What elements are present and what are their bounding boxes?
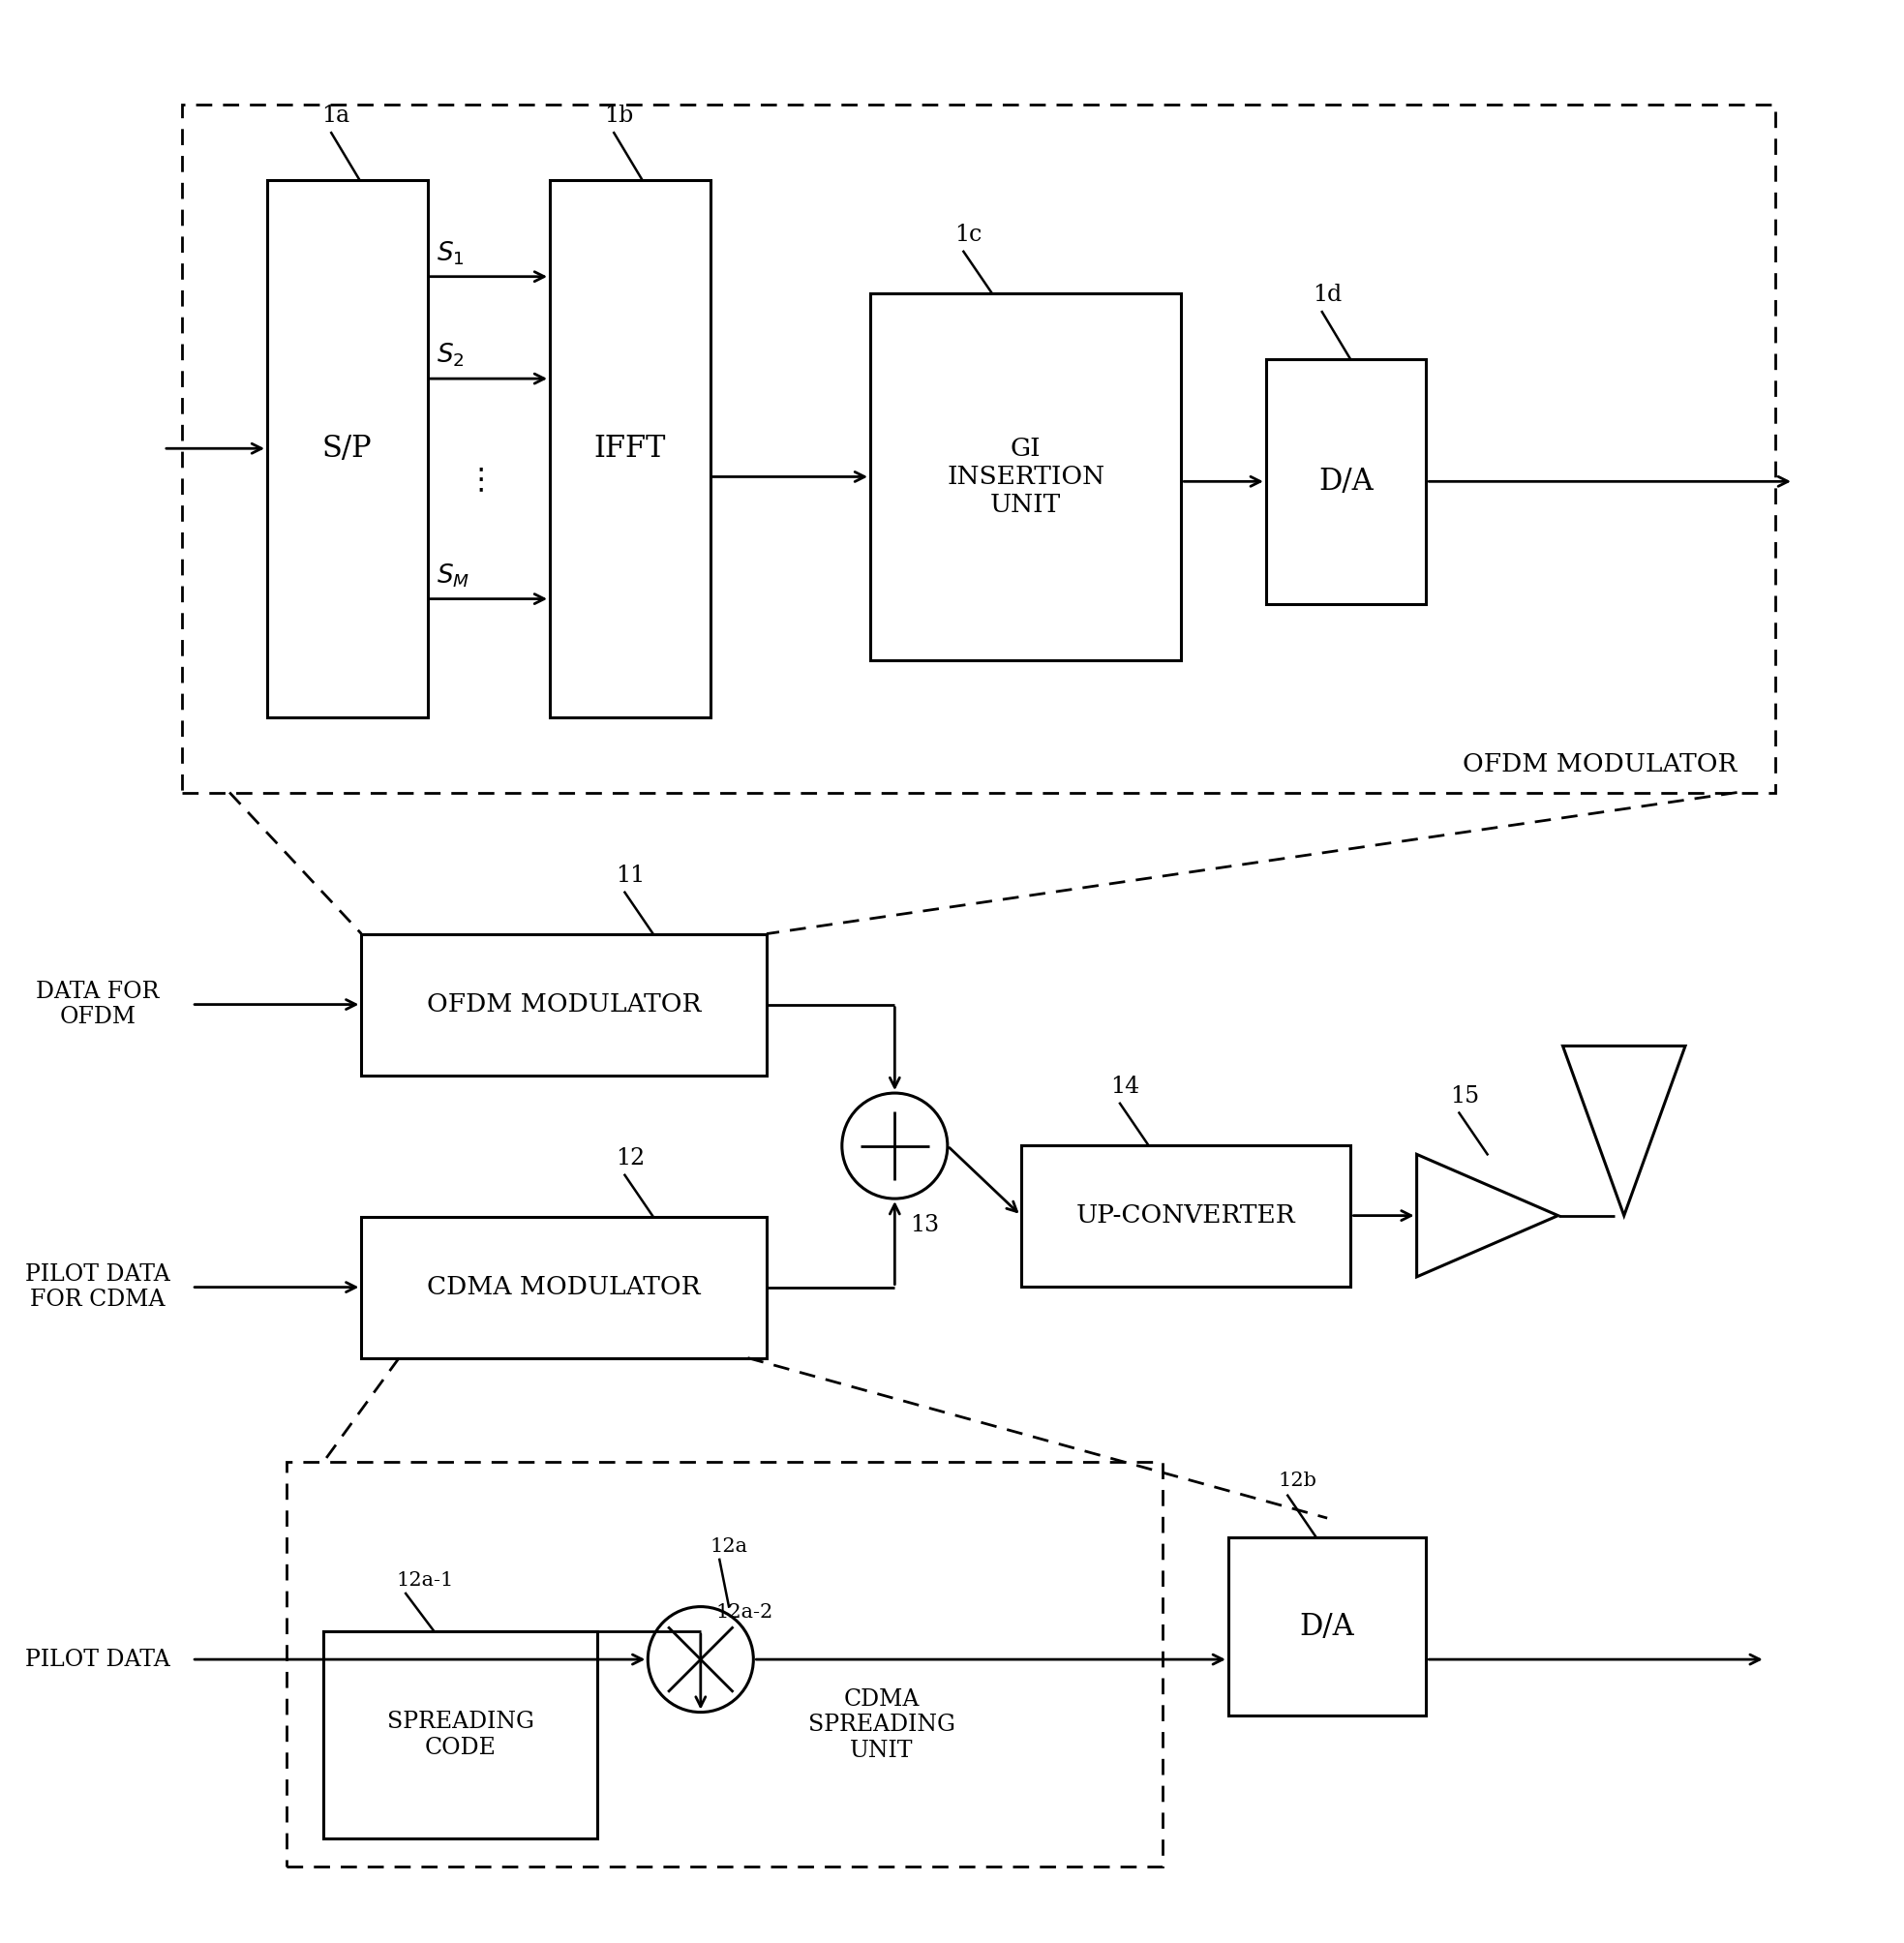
Text: 1d: 1d — [1312, 284, 1342, 307]
FancyBboxPatch shape — [550, 181, 710, 717]
Text: $S_M$: $S_M$ — [436, 562, 470, 589]
FancyBboxPatch shape — [362, 935, 767, 1074]
Text: D/A: D/A — [1319, 466, 1373, 497]
Text: 13: 13 — [910, 1214, 939, 1236]
Text: 11: 11 — [615, 865, 645, 886]
Text: 12b: 12b — [1278, 1471, 1318, 1490]
Text: $S_1$: $S_1$ — [436, 239, 465, 268]
Text: OFDM MODULATOR: OFDM MODULATOR — [426, 993, 701, 1016]
FancyBboxPatch shape — [267, 181, 426, 717]
Text: 12a-2: 12a-2 — [716, 1603, 773, 1622]
Text: PILOT DATA
FOR CDMA: PILOT DATA FOR CDMA — [25, 1263, 169, 1312]
Text: $\vdots$: $\vdots$ — [465, 466, 484, 495]
Text: D/A: D/A — [1300, 1611, 1354, 1642]
Text: UP-CONVERTER: UP-CONVERTER — [1076, 1203, 1295, 1228]
Text: $S_2$: $S_2$ — [436, 342, 465, 369]
Text: 1b: 1b — [605, 105, 634, 126]
FancyBboxPatch shape — [362, 1216, 767, 1358]
Text: SPREADING
CODE: SPREADING CODE — [387, 1712, 533, 1758]
Text: IFFT: IFFT — [594, 433, 666, 464]
Text: CDMA
SPREADING
UNIT: CDMA SPREADING UNIT — [809, 1688, 956, 1762]
Text: 12a: 12a — [710, 1537, 748, 1556]
Text: 12: 12 — [615, 1146, 645, 1170]
Text: 15: 15 — [1449, 1084, 1479, 1108]
FancyBboxPatch shape — [1228, 1537, 1426, 1716]
Text: GI
INSERTION
UNIT: GI INSERTION UNIT — [946, 437, 1104, 517]
FancyBboxPatch shape — [870, 293, 1180, 661]
Text: S/P: S/P — [322, 433, 373, 464]
FancyBboxPatch shape — [1266, 359, 1426, 604]
Text: 12a-1: 12a-1 — [396, 1572, 453, 1589]
Text: DATA FOR
OFDM: DATA FOR OFDM — [36, 981, 160, 1028]
FancyBboxPatch shape — [1021, 1144, 1350, 1286]
Text: 1c: 1c — [954, 223, 981, 247]
Text: CDMA MODULATOR: CDMA MODULATOR — [426, 1275, 701, 1300]
Text: 1a: 1a — [322, 105, 350, 126]
FancyBboxPatch shape — [324, 1632, 598, 1838]
Text: PILOT DATA: PILOT DATA — [25, 1648, 169, 1671]
Text: 14: 14 — [1110, 1076, 1140, 1098]
Text: OFDM MODULATOR: OFDM MODULATOR — [1462, 752, 1736, 777]
